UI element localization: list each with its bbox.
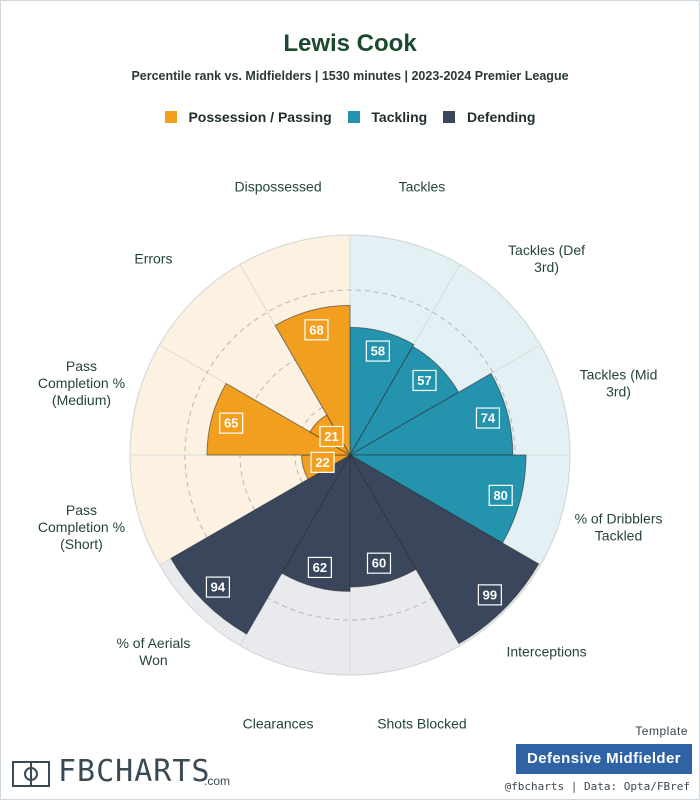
- value-box-of-aerials-won: [205, 576, 231, 598]
- category-label-errors: Errors: [134, 250, 172, 266]
- legend-item-defending: Defending: [443, 109, 535, 125]
- category-label-of-dribblers-tackled: % of Dribblers Tackled: [575, 510, 663, 543]
- template-badge: Defensive Midfielder: [516, 744, 692, 774]
- value-box-dispossessed: [304, 319, 329, 341]
- data-credit: @fbcharts | Data: Opta/FBref: [504, 780, 690, 793]
- value-label-pass-completion-medium: 65: [224, 416, 238, 431]
- legend-swatch-possession: [164, 111, 177, 123]
- category-label-interceptions: Interceptions: [506, 644, 586, 660]
- value-box-clearances: [307, 556, 332, 579]
- bar-pass-completion-medium: [206, 382, 352, 456]
- category-label-pass-completion-medium: Pass Completion % (Medium): [38, 358, 125, 408]
- category-label-shots-blocked: Shots Blocked: [377, 716, 467, 732]
- category-label-clearances: Clearances: [243, 716, 314, 732]
- category-label-tackles: Tackles: [399, 178, 446, 194]
- value-label-clearances: 62: [313, 560, 327, 575]
- value-label-tackles-mid-3rd: 74: [481, 411, 496, 426]
- legend-item-possession: Possession / Passing: [164, 109, 332, 125]
- logo-suffix: .com: [204, 774, 231, 788]
- chart-legend: Possession / Passing Tackling Defending: [0, 109, 700, 125]
- value-box-errors: [319, 425, 344, 448]
- category-label-tackles-def-3rd: Tackles (Def 3rd): [508, 242, 585, 275]
- category-label-dispossessed: Dispossessed: [234, 178, 321, 194]
- legend-swatch-defending: [443, 111, 456, 123]
- value-label-interceptions: 99: [483, 587, 497, 602]
- value-box-tackles: [365, 340, 390, 362]
- legend-label-defending: Defending: [466, 109, 536, 125]
- legend-item-tackling: Tackling: [347, 109, 428, 125]
- grid-ring-100: [129, 234, 571, 676]
- bar-of-dribblers-tackled: [348, 454, 527, 544]
- chart-title: Lewis Cook: [283, 30, 417, 57]
- value-box-pass-completion-short: [310, 451, 335, 473]
- value-label-of-aerials-won: 94: [211, 580, 226, 595]
- fbcharts-logo: FBCHARTS .com: [12, 754, 230, 794]
- value-label-shots-blocked: 60: [372, 556, 386, 571]
- category-label-tackles-mid-3rd: Tackles (Mid 3rd): [580, 367, 658, 400]
- bar-tackles-mid-3rd: [348, 372, 514, 456]
- radar-category-labels: Tackles Tackles (Def 3rd) Tackles (Mid 3rd)%…: [38, 178, 663, 731]
- value-label-dispossessed: 68: [309, 322, 323, 337]
- category-label-pass-completion-short: Pass Completion % (Short): [38, 502, 125, 552]
- value-label-tackles-def-3rd: 57: [417, 373, 431, 388]
- legend-label-possession: Possession / Passing: [188, 109, 332, 125]
- value-box-pass-completion-medium: [219, 412, 244, 434]
- value-label-tackles: 58: [371, 344, 385, 359]
- chart-subtitle: Percentile rank vs. Midfielders | 1530 m…: [131, 69, 569, 83]
- value-box-tackles-def-3rd: [412, 369, 437, 392]
- value-box-shots-blocked: [366, 552, 392, 574]
- template-caption: Template: [635, 724, 688, 738]
- bar-dispossessed: [274, 304, 351, 457]
- pitch-icon: [12, 761, 50, 787]
- category-label-of-aerials-won: % of Aerials Won: [116, 635, 190, 668]
- value-box-interceptions: [477, 584, 502, 606]
- logo-text: FBCHARTS: [58, 754, 211, 789]
- value-box-tackles-mid-3rd: [475, 407, 501, 429]
- legend-label-tackling: Tackling: [371, 109, 428, 125]
- value-label-errors: 21: [324, 429, 338, 444]
- radar-value-labels: 58 57 74 80 99 60 62 94 22 65 21 68: [205, 319, 513, 606]
- value-label-pass-completion-short: 22: [315, 455, 329, 470]
- value-box-of-dribblers-tackled: [488, 484, 513, 506]
- value-label-of-dribblers-tackled: 80: [493, 488, 507, 503]
- legend-swatch-tackling: [347, 111, 360, 123]
